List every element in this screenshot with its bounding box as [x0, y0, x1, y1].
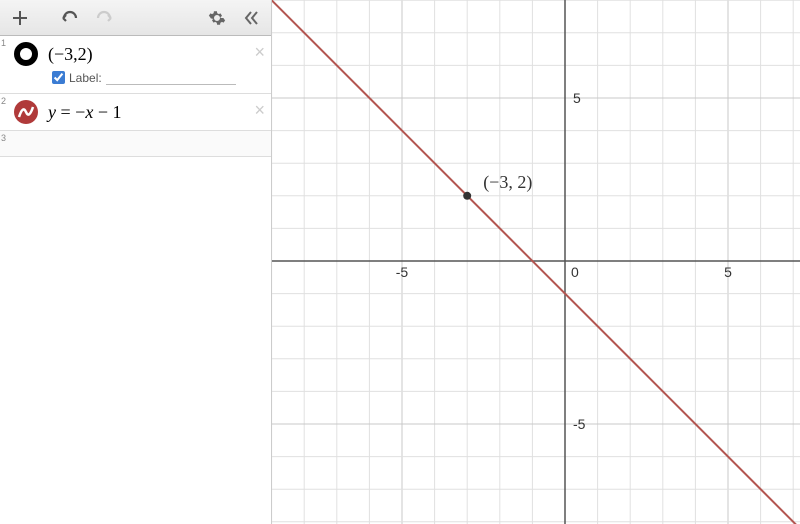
add-button[interactable]	[6, 4, 34, 32]
label-input[interactable]	[106, 70, 236, 85]
curve-icon[interactable]	[14, 100, 38, 124]
settings-button[interactable]	[203, 4, 231, 32]
svg-text:0: 0	[571, 264, 579, 280]
svg-text:(−3, 2): (−3, 2)	[483, 172, 532, 193]
svg-text:5: 5	[724, 264, 732, 280]
expression-math[interactable]: (−3,2)	[48, 44, 93, 65]
svg-text:5: 5	[573, 90, 581, 106]
expression-number: 2	[1, 96, 6, 106]
expression-number: 1	[1, 38, 6, 48]
undo-button[interactable]	[56, 4, 84, 32]
expression-row[interactable]: 1 × (−3,2) Label:	[0, 36, 271, 94]
label-caption: Label:	[69, 71, 102, 85]
expression-row[interactable]: 2 × y = −x − 1	[0, 94, 271, 131]
label-checkbox[interactable]	[52, 71, 65, 84]
svg-text:-5: -5	[396, 264, 409, 280]
toolbar	[0, 0, 271, 36]
expression-math[interactable]: y = −x − 1	[48, 102, 121, 123]
delete-icon[interactable]: ×	[254, 100, 265, 121]
label-option: Label:	[14, 66, 263, 87]
expression-list: 1 × (−3,2) Label: 2 ×	[0, 36, 271, 524]
svg-text:-5: -5	[573, 416, 586, 432]
redo-button[interactable]	[90, 4, 118, 32]
expression-row-empty[interactable]: 3	[0, 131, 271, 157]
expression-number: 3	[1, 133, 6, 143]
collapse-button[interactable]	[237, 4, 265, 32]
point-icon[interactable]	[14, 42, 38, 66]
sidebar: 1 × (−3,2) Label: 2 ×	[0, 0, 272, 524]
delete-icon[interactable]: ×	[254, 42, 265, 63]
graph-canvas[interactable]: -5 0 5 -5 5 (−3, 2)	[272, 0, 800, 524]
